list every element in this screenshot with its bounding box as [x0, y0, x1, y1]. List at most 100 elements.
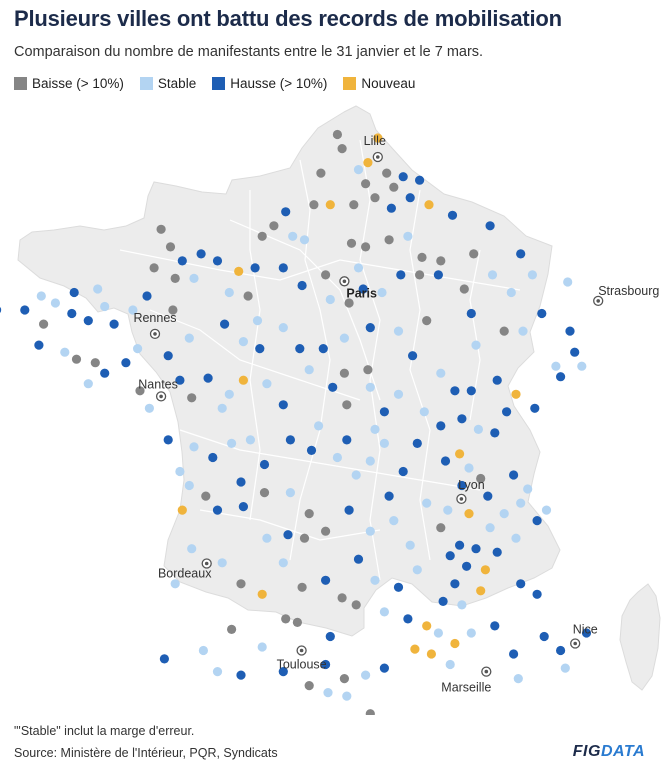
map-point-hausse — [328, 382, 338, 392]
map-point-baisse — [170, 273, 180, 283]
map-point-nouveau — [177, 505, 187, 515]
department-border-line — [199, 509, 381, 541]
map-point-stable — [36, 291, 46, 301]
map-point-stable — [393, 326, 404, 336]
map-point-baisse — [339, 368, 349, 378]
map-point-stable — [403, 231, 413, 241]
map-point-baisse — [361, 242, 371, 252]
map-point-stable — [466, 628, 476, 638]
map-point-stable — [485, 523, 495, 533]
map-point-stable — [288, 231, 298, 241]
map-point-baisse — [417, 252, 427, 262]
map-point-stable — [224, 287, 234, 298]
city-label-nice: Nice — [573, 623, 598, 637]
map-point-hausse — [295, 344, 305, 354]
map-point-stable — [511, 533, 521, 543]
map-point-stable — [100, 301, 110, 312]
map-point-stable — [365, 456, 375, 466]
map-point-baisse — [304, 509, 314, 519]
map-point-baisse — [363, 365, 373, 375]
map-point-hausse — [159, 654, 169, 664]
map-point-baisse — [476, 473, 486, 484]
map-point-hausse — [408, 351, 418, 361]
legend-item-nouveau: Nouveau — [343, 76, 415, 91]
map-point-hausse — [471, 544, 481, 554]
map-point-hausse — [516, 249, 526, 259]
map-point-hausse — [236, 477, 246, 487]
map-point-stable — [198, 645, 208, 656]
map-point-hausse — [365, 323, 375, 333]
map-point-hausse — [0, 306, 2, 314]
map-point-stable — [133, 344, 143, 354]
map-point-stable — [170, 579, 180, 589]
map-point-stable — [323, 688, 333, 698]
map-point-hausse — [393, 582, 404, 592]
city-marker-dot — [596, 299, 600, 303]
map-point-hausse — [483, 491, 493, 501]
city-marker-dot — [573, 641, 577, 646]
city-marker-dot — [376, 155, 380, 159]
map-point-stable — [433, 628, 443, 638]
map-point-hausse — [581, 628, 592, 638]
map-point-baisse — [165, 242, 176, 252]
map-point-stable — [393, 389, 404, 399]
map-point-nouveau — [410, 644, 420, 654]
map-point-baisse — [281, 614, 291, 624]
map-point-baisse — [321, 270, 331, 280]
city-marker-dot — [204, 561, 209, 566]
map-point-stable — [217, 403, 227, 413]
map-point-baisse — [361, 179, 371, 189]
map-point-hausse — [306, 445, 317, 455]
map-point-hausse — [438, 596, 448, 606]
map-point-baisse — [349, 200, 359, 210]
map-point-stable — [560, 663, 570, 673]
france-land — [17, 105, 661, 691]
legend-label-nouveau: Nouveau — [361, 76, 416, 91]
map-point-baisse — [236, 579, 246, 589]
map-point-hausse — [436, 421, 446, 431]
map-point-stable — [370, 424, 380, 434]
city-marker-dot — [159, 394, 163, 399]
map-point-hausse — [386, 203, 396, 213]
legend-swatch-baisse — [14, 77, 27, 90]
city-marker-dot — [153, 332, 157, 336]
map-point-baisse — [422, 316, 432, 326]
department-border-line — [409, 189, 431, 561]
map-point-hausse — [412, 438, 422, 448]
map-point-hausse — [485, 221, 495, 231]
map-point-hausse — [358, 284, 368, 294]
map-point-baisse — [436, 523, 446, 533]
map-point-baisse — [415, 270, 425, 280]
chart-subtitle: Comparaison du nombre de manifestants en… — [14, 44, 484, 60]
map-point-nouveau — [257, 589, 267, 599]
map-point-stable — [224, 389, 234, 399]
map-point-baisse — [499, 326, 509, 336]
map-point-hausse — [250, 263, 260, 273]
map-point-stable — [227, 438, 237, 448]
map-point-baisse — [436, 256, 446, 266]
map-point-hausse — [34, 340, 44, 350]
map-point-hausse — [450, 579, 460, 589]
map-point-stable — [577, 361, 587, 371]
map-point-hausse — [537, 308, 547, 319]
map-point-baisse — [365, 709, 375, 715]
map-point-baisse — [168, 305, 178, 315]
map-point-hausse — [238, 502, 248, 512]
map-point-hausse — [398, 466, 408, 477]
city-label-lyon: Lyon — [458, 478, 485, 492]
map-point-hausse — [462, 561, 472, 571]
map-point-hausse — [396, 270, 406, 280]
department-border-line — [289, 159, 331, 561]
map-point-hausse — [163, 435, 173, 445]
map-point-baisse — [227, 624, 237, 635]
map-point-baisse — [321, 526, 331, 536]
map-point-nouveau — [476, 586, 486, 596]
figdata-logo: FIGDATA — [573, 743, 645, 761]
map-point-hausse — [466, 308, 476, 319]
map-point-hausse — [175, 375, 185, 385]
city-label-marseille: Marseille — [441, 681, 491, 695]
map-point-hausse — [516, 579, 526, 589]
map-point-stable — [262, 379, 272, 389]
logo-part-fig: FIG — [572, 743, 601, 760]
map-point-stable — [457, 600, 467, 610]
